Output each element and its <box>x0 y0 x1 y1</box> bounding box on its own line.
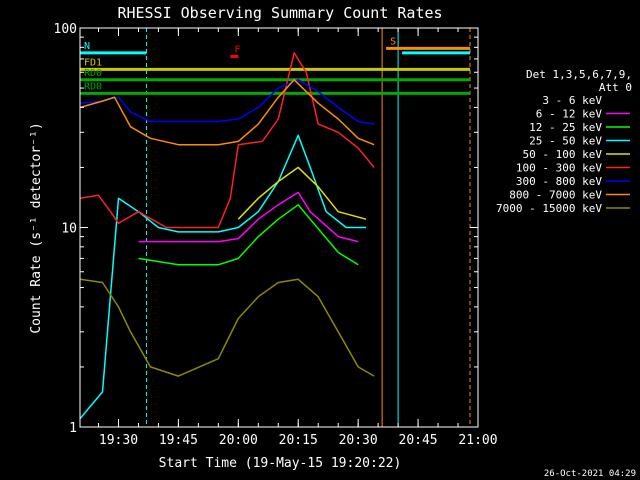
flag-label-4: RD0 <box>84 68 102 79</box>
chart-title: RHESSI Observing Summary Count Rates <box>117 4 442 22</box>
flag-label-5: RD0 <box>84 81 102 92</box>
series-line-9 <box>80 278 375 377</box>
series-line-5 <box>237 166 367 220</box>
x-tick-label-7: 21:00 <box>458 433 497 448</box>
legend-label-7: 300 - 800 keV <box>516 175 602 188</box>
legend-label-6: 100 - 300 keV <box>516 162 602 175</box>
flag-label-2: F <box>234 44 240 55</box>
axes: 19:30 19:45 20:00 20:15 20:30 20:45 21:00 1 10 10… <box>54 22 498 448</box>
legend-label-4: 25 - 50 keV <box>529 135 602 148</box>
legend-label-9: 7000 - 15000 keV <box>496 202 602 215</box>
footer-date: 26-Oct-2021 04:29 <box>544 469 636 479</box>
legend-title-line-1: Det 1,3,5,6,7,9, <box>526 68 632 81</box>
legend-label-8: 800 - 7000 keV <box>509 189 602 202</box>
series-line-8 <box>80 79 375 146</box>
plot-clipped-group <box>80 28 471 427</box>
legend-label-5: 50 - 100 keV <box>523 148 603 161</box>
x-tick-label-2: 19:45 <box>159 433 198 448</box>
x-tick-label-5: 20:30 <box>339 433 378 448</box>
flag-label-6: S <box>390 36 396 47</box>
series-line-2 <box>138 191 359 243</box>
x-tick-label-3: 20:00 <box>219 433 258 448</box>
x-tick-label-6: 20:45 <box>399 433 438 448</box>
series-line-3 <box>138 204 359 266</box>
legend-title-line-2: Att 0 <box>599 81 632 94</box>
y-tick-label-1: 1 <box>69 421 77 436</box>
series-line-7 <box>80 79 375 125</box>
legend-label-3: 12 - 25 keV <box>529 121 602 134</box>
legend-label-2: 6 - 12 keV <box>536 108 603 121</box>
legend-label-1: 3 - 6 keV <box>542 94 602 107</box>
flag-label-1: N <box>84 41 90 52</box>
x-axis-label: Start Time (19-May-15 19:20:22) <box>159 456 402 471</box>
x-tick-label-4: 20:15 <box>279 433 318 448</box>
y-tick-label-2: 10 <box>61 222 77 237</box>
series-line-6 <box>80 52 375 229</box>
flag-label-3: FD1 <box>84 57 102 68</box>
series-line-4 <box>80 134 367 420</box>
y-axis-label: Count Rate (s⁻¹ detector⁻¹) <box>29 122 44 333</box>
x-tick-label-1: 19:30 <box>99 433 138 448</box>
y-tick-label-3: 100 <box>54 22 77 37</box>
